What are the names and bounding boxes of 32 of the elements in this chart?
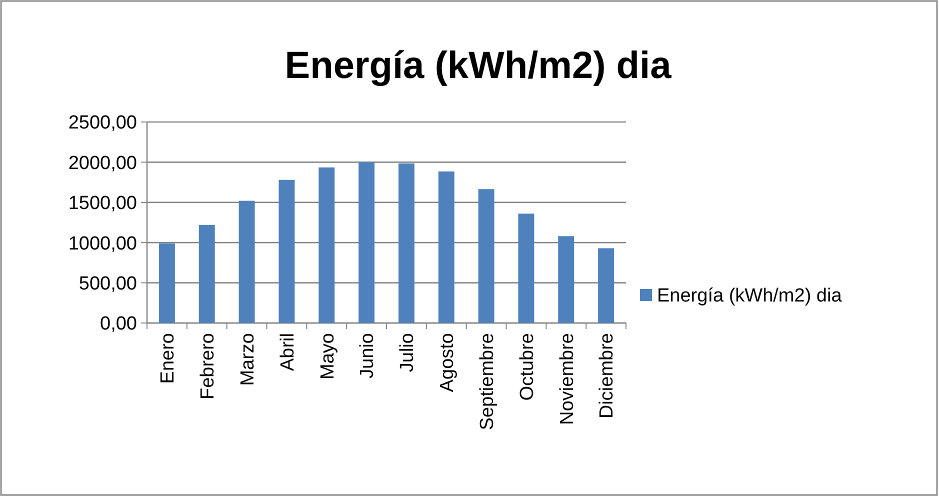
- y-tick-label: 500,00: [78, 273, 137, 294]
- bar: [238, 200, 255, 323]
- bar: [478, 189, 494, 323]
- x-tick-label: Octubre: [516, 333, 538, 401]
- bar: [598, 248, 614, 323]
- chart-title: Energía (kWh/m2) dia: [284, 45, 672, 87]
- bar: [358, 162, 375, 323]
- x-tick-label: Noviembre: [556, 333, 578, 425]
- y-tick-label: 2000,00: [68, 152, 137, 174]
- y-tick-label: 0,00: [100, 314, 137, 335]
- x-tick-label: Septiembre: [476, 333, 498, 430]
- bar: [198, 224, 215, 323]
- x-tick-label: Febrero: [198, 333, 219, 400]
- legend-label: Energía (kWh/m2) dia: [657, 286, 842, 307]
- y-tick-label: 2500,00: [68, 112, 137, 134]
- y-tick-label: 1000,00: [68, 233, 137, 254]
- bar: [278, 180, 295, 323]
- x-tick-label: Abril: [277, 333, 298, 372]
- x-tick-label: Diciembre: [596, 333, 618, 419]
- x-tick-label: Mayo: [317, 333, 338, 380]
- bar: [438, 171, 454, 323]
- x-tick-label: Agosto: [437, 333, 458, 392]
- bar: [158, 243, 175, 323]
- bar: [518, 214, 534, 323]
- x-tick-label: Enero: [158, 333, 179, 384]
- y-tick-label: 1500,00: [68, 193, 137, 214]
- x-tick-label: Julio: [397, 333, 418, 372]
- bar: [318, 167, 335, 323]
- bar: [398, 163, 414, 323]
- bar: [558, 236, 574, 323]
- x-tick-label: Marzo: [237, 333, 258, 386]
- x-tick-label: Junio: [357, 333, 378, 378]
